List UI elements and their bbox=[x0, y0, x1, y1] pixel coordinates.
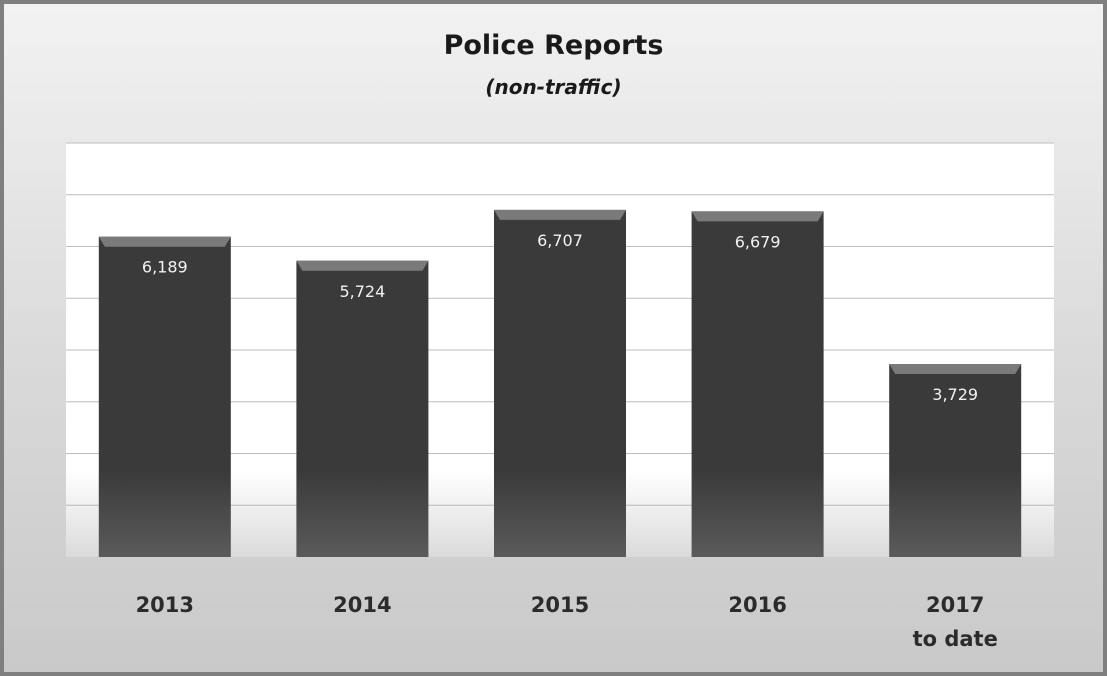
category-label: 2015 bbox=[531, 593, 589, 617]
bar-2013 bbox=[98, 236, 231, 558]
bar-cap-2013 bbox=[98, 236, 231, 247]
data-label: 6,679 bbox=[735, 232, 781, 251]
category-label: 2016 bbox=[728, 593, 786, 617]
bar-cap-2016 bbox=[691, 211, 824, 222]
bar-2015 bbox=[494, 209, 626, 557]
data-label: 6,707 bbox=[537, 231, 583, 250]
category-label: 2013 bbox=[136, 593, 194, 617]
bar-cap-2015 bbox=[494, 209, 626, 220]
category-label: 2014 bbox=[333, 593, 391, 617]
bar-2017 bbox=[889, 364, 1022, 557]
chart-subtitle: (non-traffic) bbox=[485, 75, 622, 99]
data-label: 5,724 bbox=[339, 282, 385, 301]
bar-2014 bbox=[296, 260, 429, 557]
data-label: 3,729 bbox=[932, 385, 978, 404]
bar-2016 bbox=[691, 211, 824, 557]
bar-cap-2014 bbox=[296, 260, 429, 271]
bar-cap-2017 bbox=[889, 364, 1022, 375]
chart-title: Police Reports bbox=[443, 30, 664, 61]
data-label: 6,189 bbox=[142, 258, 188, 277]
category-label: 2017 to date bbox=[913, 593, 998, 651]
